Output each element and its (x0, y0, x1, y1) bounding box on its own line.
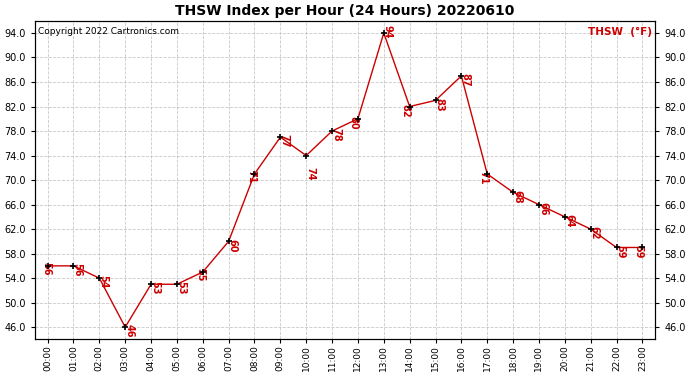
Text: 59: 59 (633, 245, 643, 258)
Text: 64: 64 (564, 214, 574, 228)
Text: 71: 71 (247, 170, 257, 183)
Text: 56: 56 (72, 263, 83, 277)
Text: 56: 56 (41, 262, 51, 275)
Text: 53: 53 (150, 282, 160, 295)
Text: 94: 94 (383, 25, 393, 38)
Text: 78: 78 (331, 128, 342, 142)
Text: Copyright 2022 Cartronics.com: Copyright 2022 Cartronics.com (38, 27, 179, 36)
Text: 80: 80 (348, 116, 359, 130)
Text: 54: 54 (99, 275, 108, 289)
Text: 62: 62 (590, 226, 600, 240)
Title: THSW Index per Hour (24 Hours) 20220610: THSW Index per Hour (24 Hours) 20220610 (175, 4, 515, 18)
Text: 87: 87 (460, 73, 471, 87)
Text: 59: 59 (615, 245, 626, 258)
Text: 55: 55 (195, 268, 205, 281)
Text: 46: 46 (124, 324, 135, 338)
Text: 53: 53 (176, 282, 186, 295)
Text: 74: 74 (306, 166, 315, 180)
Text: 66: 66 (538, 202, 548, 215)
Text: 83: 83 (435, 98, 444, 111)
Text: 60: 60 (228, 238, 238, 252)
Text: 77: 77 (279, 134, 290, 148)
Text: 68: 68 (512, 189, 522, 203)
Text: 82: 82 (400, 104, 411, 117)
Text: 71: 71 (478, 171, 488, 184)
Text: THSW  (°F): THSW (°F) (588, 27, 652, 37)
